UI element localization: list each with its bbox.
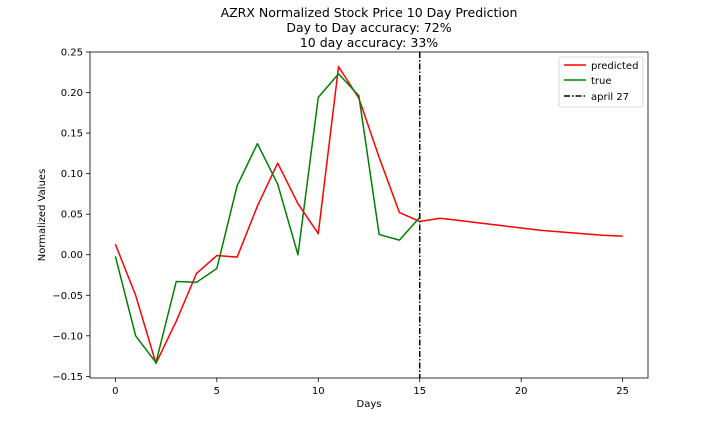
y-tick-label: 0.25 (61, 48, 83, 59)
legend-label-true: true (591, 76, 612, 87)
series-line-predicted (114, 65, 623, 365)
y-axis: −0.15 −0.10 −0.05 0.00 0.05 0.10 0.15 0.20 0.25 (52, 48, 90, 383)
y-tick-label: 0.20 (61, 88, 83, 99)
chart-title-line-1: AZRX Normalized Stock Price 10 Day Predi… (221, 5, 518, 20)
legend-box (558, 56, 644, 108)
y-tick-label: 0.10 (61, 169, 83, 180)
y-axis-label: Normalized Values (37, 169, 48, 262)
legend: predicted true april 27 (558, 56, 644, 108)
y-tick-label: −0.05 (52, 291, 83, 302)
x-tick-label: 5 (214, 386, 220, 397)
x-tick-label: 25 (616, 386, 629, 397)
y-tick-label: −0.10 (52, 331, 83, 342)
x-tick-label: 15 (413, 386, 426, 397)
y-tick-label: 0.05 (61, 210, 83, 221)
chart-title: AZRX Normalized Stock Price 10 Day Predi… (221, 5, 518, 50)
plot-frame (89, 51, 649, 379)
y-tick-label: −0.15 (52, 372, 83, 383)
x-axis: 0 5 10 15 20 25 (112, 378, 629, 397)
plot-area (114, 52, 623, 378)
y-tick-label: 0.00 (61, 250, 83, 261)
x-tick-label: 20 (515, 386, 528, 397)
x-tick-label: 0 (112, 386, 118, 397)
series-line-true (114, 73, 421, 364)
chart-title-line-2: Day to Day accuracy: 72% (286, 20, 451, 35)
legend-label-predicted: predicted (591, 61, 638, 72)
legend-label-vline: april 27 (591, 92, 629, 103)
chart-title-line-3: 10 day accuracy: 33% (300, 35, 438, 50)
y-tick-label: 0.15 (61, 129, 83, 140)
x-axis-label: Days (357, 399, 382, 410)
x-tick-label: 10 (312, 386, 325, 397)
